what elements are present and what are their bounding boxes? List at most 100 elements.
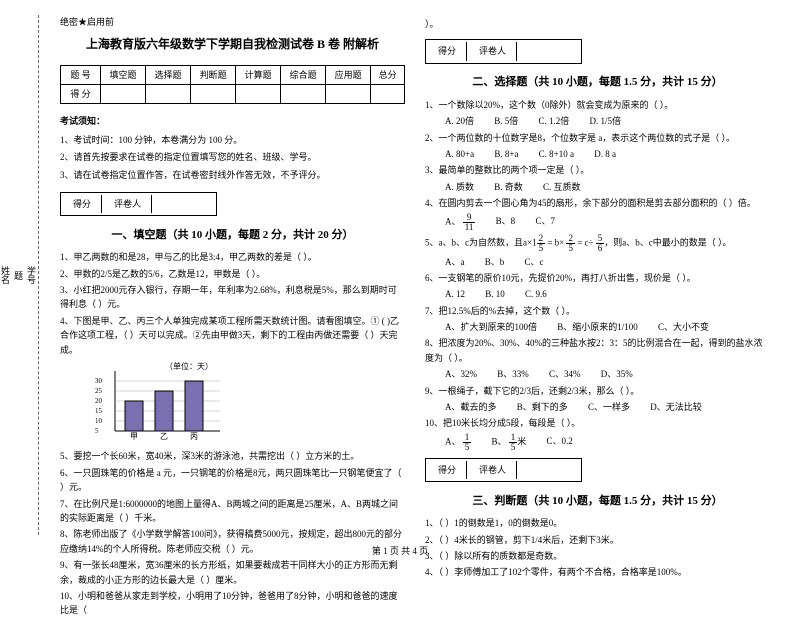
question: 4、下图是甲、乙、丙三个人单独完成某项工程所需天数统计图。请看图填空。① ( )…	[60, 314, 405, 357]
opt: C. 9.6	[525, 287, 547, 301]
cell	[371, 84, 405, 103]
question: 3、小红把2000元存入银行，存期一年，年利率为2.68%，利息税是5%，那么到…	[60, 283, 405, 312]
question: 10、把10米长均分成5段，每段是（ ）。	[425, 416, 770, 430]
svg-text:15: 15	[95, 407, 103, 415]
cell: 总分	[371, 65, 405, 84]
opt: A、 911	[445, 213, 475, 232]
opt: B. 奇数	[494, 180, 523, 194]
table-row: 题 号 填空题 选择题 判断题 计算题 综合题 应用题 总分	[61, 65, 405, 84]
opt: A、扩大到原来的100倍	[445, 320, 537, 334]
svg-text:25: 25	[95, 387, 103, 395]
rater-blank	[154, 195, 214, 213]
chart-ylabel: （单位：天）	[165, 361, 213, 371]
question: 8、把浓度为20%、30%、40%的三种盐水按2：3：5的比例混合在一起，得到的…	[425, 336, 770, 365]
rater-name: 评卷人	[469, 42, 517, 60]
cell: 综合题	[281, 65, 326, 84]
question: 9、一根绳子，截下它的2/3后，还剩2/3米，那么（ ）。	[425, 384, 770, 398]
opt: C、34%	[549, 367, 581, 381]
rater-score: 得分	[428, 461, 467, 479]
notice-heading: 考试须知：	[60, 114, 405, 128]
rater-name: 评卷人	[469, 461, 517, 479]
question: 7、把12.5%后的%去掉，这个数（ ）。	[425, 304, 770, 318]
opt: D、35%	[601, 367, 633, 381]
opt: B、 15米	[492, 433, 527, 452]
right-column: ）。 得分 评卷人 二、选择题（共 10 小题，每题 1.5 分，共计 15 分…	[415, 15, 780, 535]
options: A、扩大到原来的100倍 B、缩小原来的1/100 C、大小不变	[425, 320, 770, 334]
notice-item: 1、考试时间：100 分钟，本卷满分为 100 分。	[60, 133, 405, 147]
opt: B、b	[485, 255, 505, 269]
rater-blank	[519, 461, 579, 479]
options: A. 质数 B. 奇数 C. 互质数	[425, 180, 770, 194]
question-tail: ）。	[425, 17, 770, 31]
question: 6、一支钢笔的原价10元，先提价20%，再打八折出售，现价是（ ）。	[425, 271, 770, 285]
cell	[191, 84, 236, 103]
cell: 计算题	[236, 65, 281, 84]
rater-score: 得分	[63, 195, 102, 213]
opt: C、7	[535, 214, 555, 228]
opt: B、33%	[497, 367, 529, 381]
cell: 题 号	[61, 65, 101, 84]
binding-sidebar: 学号 题 姓名 本 班级 内 学校 线 乡镇（街道） 封	[8, 20, 38, 530]
table-row: 得 分	[61, 84, 405, 103]
svg-text:20: 20	[95, 397, 103, 405]
cell: 填空题	[101, 65, 146, 84]
svg-text:乙: 乙	[160, 432, 168, 441]
opt: D. 1/5倍	[590, 114, 622, 128]
cell	[101, 84, 146, 103]
opt: C、c	[525, 255, 544, 269]
cell: 得 分	[61, 84, 101, 103]
question: 1、一个数除以20%，这个数（0除外）就会变成为原来的（ ）。	[425, 98, 770, 112]
rater-blank	[519, 42, 579, 60]
secret-mark: 绝密★启用前	[60, 15, 405, 29]
options: A. 12 B. 10 C. 9.6	[425, 287, 770, 301]
opt: C、大小不变	[658, 320, 709, 334]
section-title-2: 二、选择题（共 10 小题，每题 1.5 分，共计 15 分）	[425, 74, 770, 92]
cell	[281, 84, 326, 103]
opt: B、8	[496, 214, 516, 228]
opt: B. 5倍	[494, 114, 518, 128]
section-title-1: 一、填空题（共 10 小题，每题 2 分，共计 20 分）	[60, 227, 405, 245]
opt: D. 8 a	[594, 147, 616, 161]
question: 5、要挖一个长60米，宽40米，深3米的游泳池，共需挖出（ ）立方米的土。	[60, 449, 405, 463]
question: 2、甲数的2/5是乙数的5/6，乙数是12，甲数是（ ）。	[60, 267, 405, 281]
question: 1、甲乙两数的和是28，甲与乙的比是3:4，甲乙两数的差是（ ）。	[60, 250, 405, 264]
exam-title: 上海教育版六年级数学下学期自我检测试卷 B 卷 附解析	[60, 35, 405, 54]
opt: B. 8+a	[494, 147, 518, 161]
opt: A、截去的多	[445, 400, 497, 414]
opt: C. 8+10 a	[539, 147, 574, 161]
options: A、a B、b C、c	[425, 255, 770, 269]
opt: C、0.2	[547, 434, 573, 448]
score-table: 题 号 填空题 选择题 判断题 计算题 综合题 应用题 总分 得 分	[60, 65, 405, 105]
cell: 应用题	[326, 65, 371, 84]
chart-svg: （单位：天） 5 10 15 20 25 30 甲 乙 丙	[90, 361, 230, 441]
question: 5、a、b、c为自然数，且a×125 = b× 25 = c÷ 56，则a、b、…	[425, 234, 770, 253]
cell: 判断题	[191, 65, 236, 84]
question: 2、一个两位数的十位数字是8，个位数字是 a，表示这个两位数的式子是（ ）。	[425, 131, 770, 145]
svg-text:30: 30	[95, 377, 103, 385]
section-title-3: 三、判断题（共 10 小题，每题 1.5 分，共计 15 分）	[425, 493, 770, 511]
opt: B. 10	[485, 287, 505, 301]
rater-box: 得分 评卷人	[425, 39, 582, 63]
notice-item: 2、请首先按要求在试卷的指定位置填写您的姓名、班级、学号。	[60, 150, 405, 164]
cell	[146, 84, 191, 103]
side-label: 学号	[25, 266, 38, 284]
svg-text:甲: 甲	[130, 432, 138, 441]
opt: B、剩下的多	[517, 400, 568, 414]
question: 4、在圆内剪去一个圆心角为45的扇形，余下部分的面积是剪去部分面积的（ ）倍。	[425, 196, 770, 210]
options: A、截去的多 B、剩下的多 C、一样多 D、无法比较	[425, 400, 770, 414]
opt: C. 互质数	[543, 180, 581, 194]
fold-line	[38, 15, 39, 535]
page-container: 绝密★启用前 上海教育版六年级数学下学期自我检测试卷 B 卷 附解析 题 号 填…	[0, 0, 800, 565]
question: 9、有一张长48厘米，宽36厘米的长方形纸，如果要裁成若干同样大小的正方形而无剩…	[60, 558, 405, 587]
opt: A、a	[445, 255, 465, 269]
opt: A. 12	[445, 287, 465, 301]
options: A. 80+a B. 8+a C. 8+10 a D. 8 a	[425, 147, 770, 161]
question: 7、在比例尺是1:6000000的地图上量得A、B两城之间的距离是25厘米，A、…	[60, 497, 405, 526]
opt: C、一样多	[588, 400, 630, 414]
question: 10、小明和爸爸从家走到学校，小明用了10分钟，爸爸用了8分钟，小明和爸爸的速度…	[60, 589, 405, 618]
options: A. 20倍 B. 5倍 C. 1.2倍 D. 1/5倍	[425, 114, 770, 128]
question: 6、一只圆珠笔的价格是 a 元，一只钢笔的价格是8元，两只圆珠笔比一只钢笔便宜了…	[60, 466, 405, 495]
rater-score: 得分	[428, 42, 467, 60]
side-mark: 题	[12, 271, 25, 280]
rater-box: 得分 评卷人	[425, 458, 582, 482]
